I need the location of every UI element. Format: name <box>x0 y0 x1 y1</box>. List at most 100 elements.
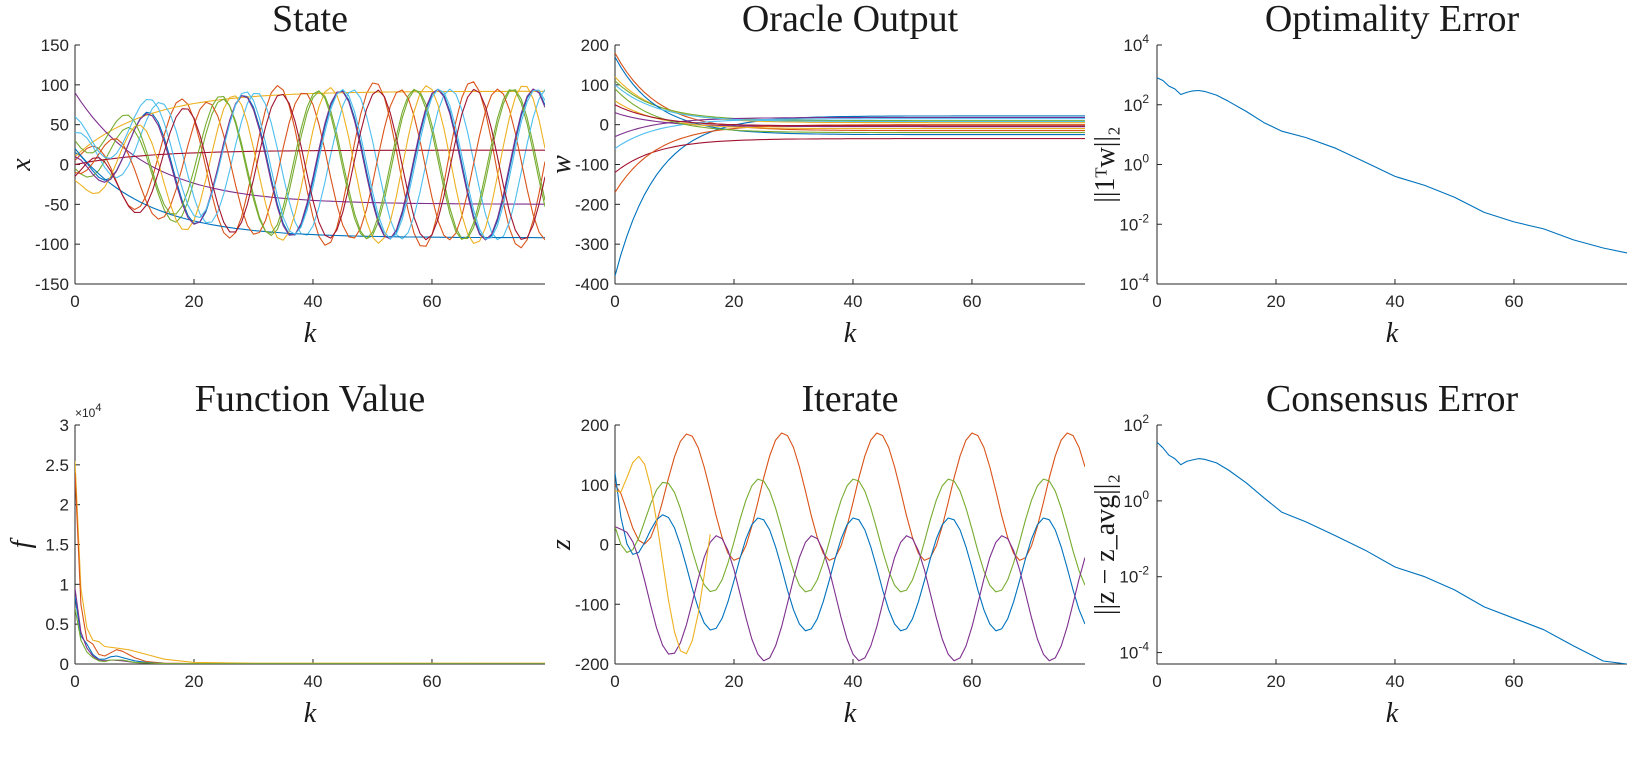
chart-title: State <box>272 0 348 40</box>
series-line-9 <box>615 124 1085 193</box>
y-tick-label: 0 <box>60 156 69 175</box>
x-axis-label: k <box>304 318 317 349</box>
y-tick-label: -100 <box>35 235 69 254</box>
x-tick-label: 20 <box>725 672 744 691</box>
x-tick-label: 60 <box>1505 672 1524 691</box>
series-line-7 <box>75 149 545 166</box>
y-tick-label: 200 <box>581 36 609 55</box>
x-tick-label: 20 <box>185 672 204 691</box>
x-tick-label: 40 <box>844 292 863 311</box>
x-tick-label: 20 <box>1267 672 1286 691</box>
series-group <box>75 81 545 249</box>
y-tick-label: 10-2 <box>1119 564 1149 587</box>
y-tick-label: 100 <box>1123 488 1149 511</box>
series-line-13 <box>615 84 1085 123</box>
x-tick-label: 40 <box>1386 292 1405 311</box>
x-tick-label: 60 <box>963 672 982 691</box>
x-tick-label: 40 <box>304 672 323 691</box>
x-tick-label: 20 <box>1267 292 1286 311</box>
series-group <box>615 52 1085 277</box>
y-tick-label: -300 <box>575 235 609 254</box>
x-axis-label: k <box>304 698 317 729</box>
x-tick-label: 60 <box>423 672 442 691</box>
x-tick-label: 0 <box>70 672 79 691</box>
y-tick-label: 150 <box>41 36 69 55</box>
series-line-12 <box>615 88 1085 134</box>
y-tick-label: 100 <box>581 76 609 95</box>
y-tick-label: 0 <box>600 116 609 135</box>
series-line-9 <box>75 88 545 241</box>
x-tick-label: 60 <box>1505 292 1524 311</box>
series-line-10 <box>75 85 545 244</box>
series-group <box>1157 77 1627 254</box>
y-axis-label: w <box>546 155 577 174</box>
series-line-1 <box>75 88 545 241</box>
x-tick-label: 0 <box>1152 292 1161 311</box>
x-axis-label: k <box>844 318 857 349</box>
x-tick-label: 20 <box>725 292 744 311</box>
series-line-14 <box>615 104 1085 127</box>
y-tick-label: -50 <box>44 195 69 214</box>
series-line-2 <box>615 52 1085 132</box>
y-tick-label: 50 <box>50 116 69 135</box>
chart-panel-1: State 0 20 40 60 -150 -100 -50 0 50 100 150 k x <box>6 0 545 349</box>
series-line-13 <box>75 88 545 240</box>
series-line-1 <box>75 460 545 664</box>
y-tick-label: 100 <box>41 76 69 95</box>
series-line-5 <box>615 80 1085 122</box>
y-tick-label: 10-2 <box>1119 211 1149 234</box>
series-line-4 <box>75 588 545 664</box>
series-line-5 <box>75 89 545 240</box>
y-tick-label: -100 <box>575 595 609 614</box>
series-line-11 <box>615 116 1085 138</box>
chart-title: Iterate <box>801 378 898 420</box>
series-group <box>75 460 545 664</box>
series-line-2 <box>75 472 545 664</box>
series-group <box>615 432 1085 662</box>
x-tick-label: 0 <box>1152 672 1161 691</box>
y-tick-label: 200 <box>581 416 609 435</box>
chart-panel-3: Optimality Error 0 20 40 60 10-4 10-2 100 102 104… <box>1090 0 1627 349</box>
y-axis-label: ||z − z_avg||₂ <box>1090 474 1121 615</box>
x-tick-label: 40 <box>304 292 323 311</box>
series-line-4 <box>615 526 1085 662</box>
y-tick-label: 2 <box>60 496 69 515</box>
x-axis-label: k <box>1386 698 1399 729</box>
series-line-3 <box>75 90 545 157</box>
series-line-6 <box>75 88 545 241</box>
series-line-1 <box>1157 441 1627 664</box>
series-group <box>1157 441 1627 664</box>
chart-panel-5: Iterate 0 20 40 60 -200 -100 0 100 200 k z <box>546 378 1085 729</box>
chart-title: Function Value <box>195 378 425 420</box>
series-line-11 <box>75 88 545 241</box>
y-axis-label: ||1ᵀw||₂ <box>1090 126 1121 203</box>
x-tick-label: 60 <box>423 292 442 311</box>
y-tick-label: -100 <box>575 156 609 175</box>
y-axis-label: f <box>6 537 37 548</box>
y-axis-label: x <box>6 158 37 172</box>
chart-title: Consensus Error <box>1266 378 1519 420</box>
x-tick-label: 0 <box>70 292 79 311</box>
y-tick-label: 10-4 <box>1119 271 1149 294</box>
chart-panel-4: Function Value 0 20 40 60 0 0.5 1 1.5 2 2.5 3 ×104 k f <box>6 378 545 729</box>
y-exponent-label: ×104 <box>75 402 101 420</box>
series-line-1 <box>615 115 1085 277</box>
y-tick-label: 0 <box>60 655 69 674</box>
series-line-2 <box>615 478 1085 593</box>
y-tick-label: -200 <box>575 655 609 674</box>
y-tick-label: 1 <box>60 575 69 594</box>
series-line-12 <box>75 88 545 240</box>
chart-panel-6: Consensus Error 0 20 40 60 10-4 10-2 100 102 k ||z… <box>1090 378 1627 729</box>
series-line-5 <box>75 608 545 664</box>
chart-title: Optimality Error <box>1265 0 1520 40</box>
chart-panel-2: Oracle Output 0 20 40 60 -400 -300 -200 -100 0 100… <box>546 0 1085 349</box>
y-tick-label: 102 <box>1123 412 1149 435</box>
x-tick-label: 0 <box>610 292 619 311</box>
y-tick-label: 100 <box>581 476 609 495</box>
x-axis-label: k <box>844 698 857 729</box>
x-tick-label: 40 <box>844 672 863 691</box>
chart-title: Oracle Output <box>742 0 959 40</box>
y-tick-label: 10-4 <box>1119 640 1149 663</box>
y-tick-label: 0.5 <box>45 615 69 634</box>
